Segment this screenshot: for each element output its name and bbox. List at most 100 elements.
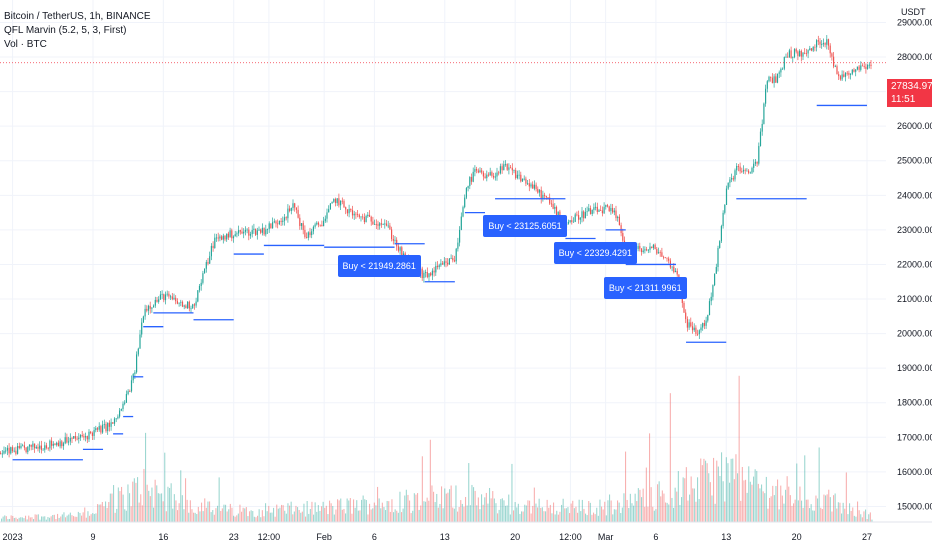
candle-body [795,49,797,52]
indicator-title[interactable]: QFL Marvin (5.2, 5, 3, First) [4,25,127,36]
candle-body [737,165,739,167]
volume-bar [508,494,510,522]
volume-bar [804,455,806,522]
candle-body [397,246,399,251]
candle-body [125,394,127,403]
buy-signal-label[interactable]: Buy < 22329.4291 [553,242,637,265]
volume-bar [244,508,246,522]
candle-body [639,246,641,249]
candle-body [579,217,581,220]
price-scale-unit[interactable]: USDT [901,7,926,17]
candle-body [56,442,58,445]
candle-body [375,224,377,225]
candle-body [389,225,391,230]
candle-body [232,236,235,239]
volume-bar [842,502,844,522]
candle-body [64,437,66,444]
candle-body [59,441,61,447]
symbol-title[interactable]: Bitcoin / TetherUS, 1h, BINANCE [4,11,151,22]
volume-bar [693,488,695,522]
volume-bar [538,498,540,522]
volume-bar [857,501,859,522]
volume-bar [50,516,52,522]
volume-bar [349,498,351,522]
volume-bar [125,510,127,522]
candle-body [309,232,311,236]
volume-bar [191,509,193,522]
volume-bar [818,447,820,522]
candle-body [448,258,450,265]
candle-body [100,426,102,433]
volume-bar [82,512,84,522]
candle-body [768,76,770,82]
candle-body [431,270,433,276]
candle-body [462,207,464,217]
candle-body [243,231,245,234]
candle-body [550,203,552,205]
candle-body [110,422,112,427]
volume-title[interactable]: Vol · BTC [4,39,47,50]
volume-bar [345,513,347,522]
volume-bar [277,508,279,522]
volume-bar [394,509,396,522]
candle-body [73,436,75,439]
volume-bar [730,458,732,522]
candle-body [246,229,248,231]
volume-bar [183,509,185,522]
candle-body [817,40,819,42]
buy-signal-label[interactable]: Buy < 21311.9961 [603,277,687,300]
volume-bar [418,509,420,522]
candle-body [776,73,779,83]
candle-body [535,184,537,189]
candle-body [756,161,758,164]
candle-body [555,206,558,216]
candle-body [13,450,15,452]
candle-body [1,453,3,455]
time-tick-label: 6 [372,532,377,542]
candle-body [511,167,513,171]
candle-body [567,221,569,224]
candle-body [804,52,806,54]
candle-body [402,253,405,256]
volume-bar [124,509,126,522]
volume-bar [513,510,515,522]
candle-body [32,443,34,447]
volume-bar [865,509,867,522]
candle-body [482,172,484,177]
volume-bar [253,516,255,522]
time-tick-label: 13 [721,532,731,542]
volume-bar [492,491,494,522]
candle-body [724,204,726,213]
volume-bar [194,512,196,522]
candle-body [261,227,263,233]
volume-bar [805,499,807,522]
candle-body [676,270,678,275]
volume-bar [314,502,316,522]
candle-body [68,441,70,443]
volume-bar [649,433,651,522]
candle-body [542,194,544,199]
volume-bar [727,463,729,522]
volume-bar [660,496,662,522]
candle-body [532,184,534,189]
candle-body [697,333,699,335]
candle-body [824,43,826,45]
volume-bar [481,494,483,522]
volume-bar [620,513,622,522]
candle-body [353,213,355,216]
candle-body [843,74,845,77]
candle-body [566,223,568,225]
volume-bar [562,498,564,522]
buy-signal-label[interactable]: Buy < 23125.6051 [483,214,567,237]
volume-bar [828,489,830,522]
candle-body [751,167,753,173]
volume-bar [665,502,667,522]
candle-body [421,268,423,279]
volume-bar [239,504,241,522]
buy-signal-label[interactable]: Buy < 21949.2861 [337,255,421,278]
volume-bar [604,501,606,522]
volume-bar [285,513,287,522]
candle-body [166,293,168,295]
